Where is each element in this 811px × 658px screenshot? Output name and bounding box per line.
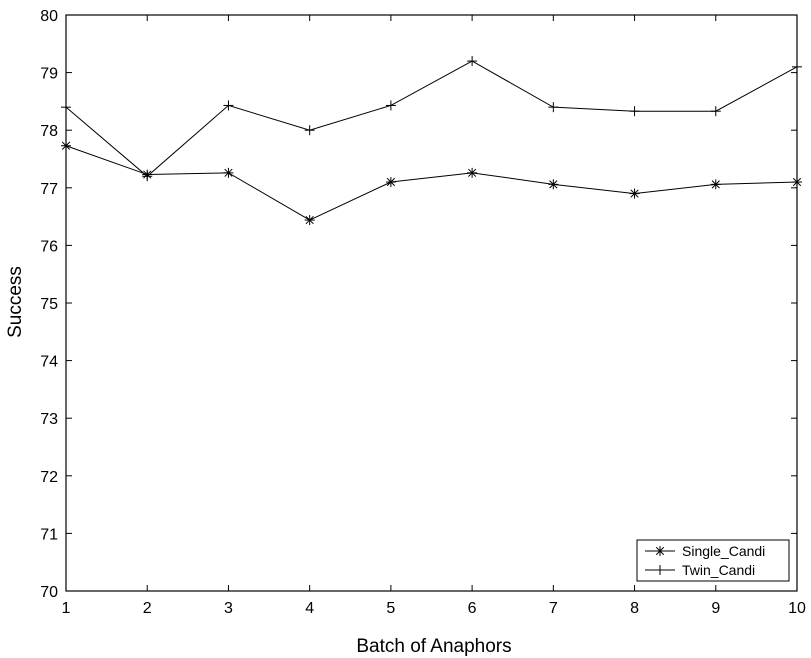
x-tick-label: 4 (305, 600, 314, 617)
data-point (304, 125, 315, 136)
data-point (629, 106, 640, 117)
y-tick-label: 71 (40, 526, 58, 543)
y-axis-label: Success (5, 266, 26, 338)
data-point (710, 106, 721, 117)
marker-stroke (655, 546, 665, 556)
y-tick-label: 76 (40, 238, 58, 255)
y-tick-label: 77 (40, 181, 58, 198)
x-tick-label: 7 (549, 600, 558, 617)
legend-entry: Single_Candi (645, 543, 765, 559)
data-point (467, 167, 478, 178)
marker-stroke (305, 215, 314, 225)
x-tick-label: 1 (62, 600, 71, 617)
data-point (710, 179, 721, 190)
marker-stroke (711, 180, 720, 189)
marker-stroke (630, 189, 639, 198)
data-point (304, 215, 315, 226)
y-tick-label: 72 (40, 469, 58, 486)
legend-label: Twin_Candi (682, 562, 755, 578)
series-single-candi (61, 140, 802, 226)
legend-entry: Twin_Candi (645, 562, 755, 578)
data-point (223, 167, 234, 178)
data-point (385, 177, 396, 188)
legend-marker (655, 565, 665, 575)
y-tick-label: 75 (40, 296, 58, 313)
y-tick-label: 78 (40, 123, 58, 140)
y-tick-label: 80 (40, 8, 58, 25)
legend-marker (655, 546, 665, 556)
data-point (792, 61, 802, 72)
data-point (792, 177, 802, 188)
x-tick-label: 6 (468, 600, 477, 617)
x-tick-label: 3 (224, 600, 233, 617)
marker-stroke (386, 177, 395, 187)
series-line (65, 60, 798, 177)
y-tick-label: 70 (40, 584, 58, 601)
data-point (548, 102, 559, 113)
data-point (142, 171, 153, 182)
x-tick-label: 2 (143, 600, 152, 617)
series-layer (61, 56, 802, 226)
data-point (629, 188, 640, 199)
x-tick-label: 8 (630, 600, 639, 617)
marker-stroke (549, 180, 558, 189)
legend: Single_Candi Twin_Candi (636, 539, 790, 582)
data-point (385, 100, 396, 111)
x-axis-label: Batch of Anaphors (356, 636, 511, 657)
legend-box (636, 539, 790, 582)
plot-frame-border (65, 14, 798, 592)
data-point (467, 56, 478, 67)
marker-stroke (224, 168, 233, 177)
marker-stroke (792, 177, 802, 187)
data-point (548, 179, 559, 190)
data-point (61, 102, 71, 113)
data-point (223, 100, 234, 111)
marker-stroke (61, 141, 71, 150)
y-tick-label: 73 (40, 411, 58, 428)
x-tick-label: 5 (386, 600, 395, 617)
plot-area (65, 14, 798, 592)
marker-stroke (468, 168, 477, 177)
series-twin-candi (61, 56, 802, 182)
series-line (65, 145, 798, 221)
data-point (61, 140, 71, 151)
x-tick-label: 9 (711, 600, 720, 617)
y-tick-label: 79 (40, 66, 58, 83)
y-tick-label: 74 (40, 354, 58, 371)
legend-label: Single_Candi (682, 543, 765, 559)
x-tick-label: 10 (788, 600, 806, 617)
